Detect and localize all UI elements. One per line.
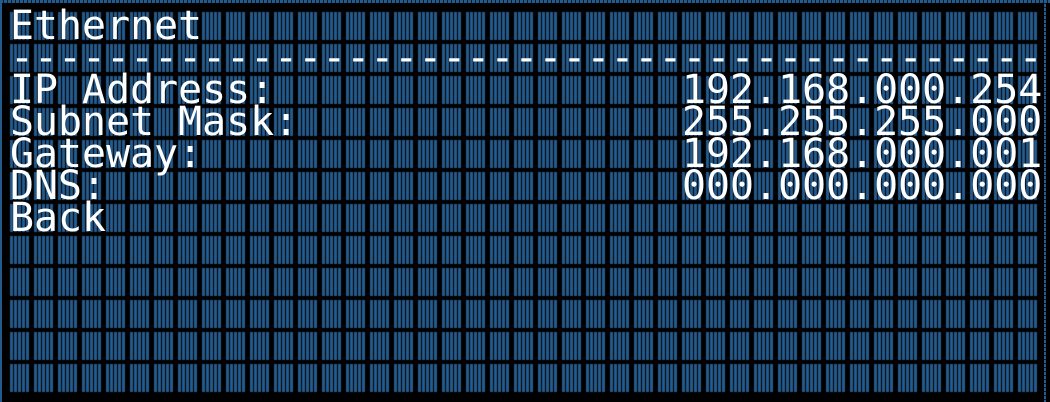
ip-address-label[interactable]: IP Address:: [10, 67, 275, 113]
dns-label[interactable]: DNS:: [10, 163, 107, 209]
gateway-value[interactable]: 192.168.000.001: [682, 131, 1043, 177]
display-border-right: [1044, 0, 1046, 402]
subnet-mask-label[interactable]: Subnet Mask:: [10, 99, 299, 145]
separator-line: ----------------------------------------…: [10, 35, 1043, 81]
gateway-label[interactable]: Gateway:: [10, 131, 203, 177]
display-border-top: [0, 0, 1050, 3]
screen-title: Ethernet: [10, 3, 203, 49]
dns-value[interactable]: 000.000.000.000: [682, 163, 1043, 209]
ip-address-value[interactable]: 192.168.000.254: [682, 67, 1043, 113]
back-button[interactable]: Back: [10, 195, 107, 241]
subnet-mask-value[interactable]: 255.255.255.000: [682, 99, 1043, 145]
display-border-left: [0, 0, 2, 402]
